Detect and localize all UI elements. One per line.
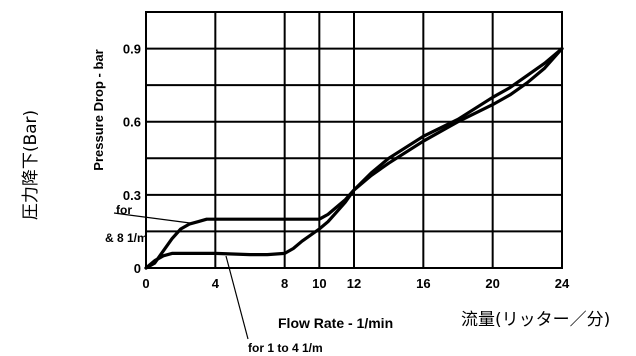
- y-tick-label: 0: [134, 261, 141, 276]
- y-tick-label: 0.6: [123, 115, 141, 130]
- series-group: [144, 46, 564, 270]
- annotation-8-line2: & 8 1/m: [105, 231, 148, 245]
- x-tick-label: 20: [485, 276, 499, 291]
- annotation-leader-8: [113, 212, 191, 224]
- series-line-0: [144, 46, 564, 270]
- y-tick-label: 0.3: [123, 188, 141, 203]
- x-tick-label: 16: [416, 276, 430, 291]
- y-axis-label: Pressure Drop - bar: [91, 49, 106, 170]
- x-axis-label: Flow Rate - 1/min: [278, 315, 393, 331]
- annotation-1-4: for 1 to 4 1/m: [248, 341, 323, 355]
- x-tick-label: 8: [281, 276, 288, 291]
- x-axis-label-jp: 流量(リッター／分): [461, 310, 610, 330]
- y-tick-labels: 0 0.3 0.6 0.9: [123, 42, 141, 276]
- x-tick-label: 24: [555, 276, 570, 291]
- x-tick-label: 10: [312, 276, 326, 291]
- y-tick-label: 0.9: [123, 42, 141, 57]
- x-tick-labels: 0 4 8 10 12 16 20 24: [142, 276, 570, 291]
- x-tick-label: 12: [347, 276, 361, 291]
- grid: [146, 12, 562, 268]
- x-tick-label: 0: [142, 276, 149, 291]
- x-tick-label: 4: [212, 276, 220, 291]
- y-axis-label-jp: 圧力降下(Bar): [21, 110, 41, 220]
- plot-frame: [145, 11, 563, 269]
- series-line-1: [144, 46, 564, 270]
- annotation-8-line1: for: [116, 203, 132, 217]
- annotation-leader-1-4: [225, 255, 249, 340]
